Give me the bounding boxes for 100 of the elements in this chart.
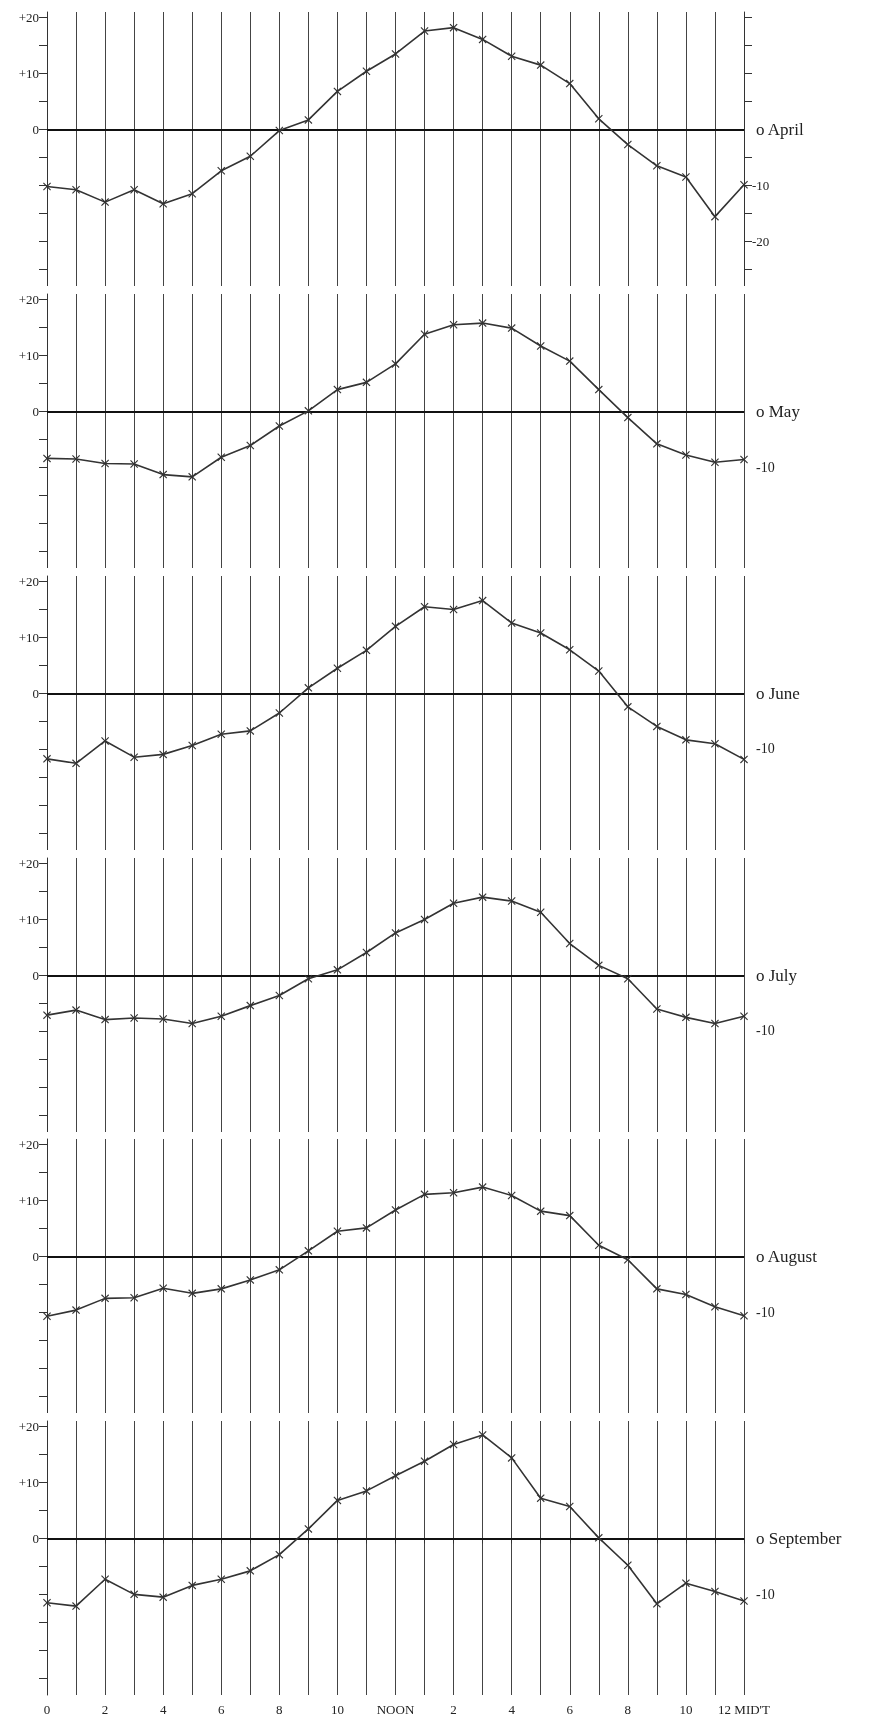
point — [478, 1183, 487, 1192]
point — [217, 166, 226, 175]
point — [188, 1289, 197, 1298]
point — [420, 330, 429, 339]
x-tick-label: 10 — [679, 1702, 693, 1718]
x-tick-label: 10 — [330, 1702, 344, 1718]
point — [217, 729, 226, 738]
point — [652, 161, 661, 170]
annotation: o April — [756, 119, 804, 139]
text: -10 — [756, 740, 775, 756]
point — [623, 1561, 632, 1570]
point — [623, 1256, 632, 1265]
point — [217, 1285, 226, 1294]
y-tick-label: +10 — [18, 911, 39, 927]
y-tick-label: +10 — [18, 1193, 39, 1209]
point — [652, 439, 661, 448]
point — [478, 318, 487, 327]
point — [246, 1276, 255, 1285]
point — [449, 23, 458, 32]
y-tick-label: +10 — [18, 66, 39, 82]
point — [478, 596, 487, 605]
x-tick-label: 12 MID'T — [718, 1702, 770, 1718]
y-tick-label: +10 — [18, 1475, 39, 1491]
x-tick-label: 2 — [450, 1702, 457, 1718]
point — [362, 1224, 371, 1233]
x-tick-label: 8 — [624, 1702, 632, 1718]
point — [565, 79, 574, 88]
point — [72, 758, 81, 767]
x-tick-label: 6 — [566, 1702, 574, 1718]
point — [623, 413, 632, 422]
x-tick-label: 6 — [218, 1702, 225, 1718]
point — [391, 359, 400, 368]
point — [304, 974, 313, 983]
point — [246, 1001, 255, 1010]
point — [740, 180, 748, 189]
y-tick-label: 0 — [32, 403, 39, 419]
point — [420, 602, 429, 611]
x-tick-label: 0 — [43, 1702, 51, 1718]
point — [130, 752, 139, 761]
annotation: o May — [756, 401, 801, 421]
point — [275, 1266, 284, 1275]
y-tick-label: +10 — [18, 347, 39, 363]
point — [101, 1015, 110, 1024]
point — [304, 1525, 313, 1534]
point — [362, 1487, 371, 1496]
y-tick-label: +20 — [18, 855, 39, 871]
y-tick-label: +20 — [18, 573, 39, 589]
point — [623, 974, 632, 983]
point — [507, 618, 516, 627]
point — [594, 1534, 603, 1543]
point — [710, 1019, 719, 1028]
point — [246, 726, 255, 735]
point — [304, 115, 313, 124]
x-tick-label: NOON — [376, 1702, 415, 1718]
y-tick-label: 0 — [32, 1531, 39, 1547]
point — [710, 1303, 719, 1312]
point — [246, 152, 255, 161]
point — [536, 907, 545, 916]
point — [333, 965, 342, 974]
point — [101, 459, 110, 468]
point — [594, 666, 603, 675]
y-tick-label: +20 — [18, 1419, 39, 1435]
point — [565, 939, 574, 948]
annotation: o September — [756, 1529, 842, 1549]
point — [130, 1294, 139, 1303]
point — [536, 341, 545, 350]
point — [188, 1581, 197, 1590]
point — [536, 61, 545, 70]
point — [43, 1598, 51, 1607]
point — [507, 1454, 516, 1463]
point — [449, 1189, 458, 1198]
point — [217, 1011, 226, 1020]
point — [623, 140, 632, 149]
y-tick-label: +20 — [18, 1137, 39, 1153]
point — [420, 27, 429, 36]
text: -10 — [756, 1022, 775, 1038]
point — [130, 1013, 139, 1022]
point — [652, 1285, 661, 1294]
point — [740, 1011, 748, 1020]
point — [507, 323, 516, 332]
point — [391, 49, 400, 58]
y-tick-label: +20 — [18, 10, 39, 26]
point — [275, 1550, 284, 1559]
point — [710, 212, 719, 221]
point — [565, 356, 574, 365]
x-tick-label: 2 — [101, 1702, 109, 1718]
x-tick-label: 4 — [159, 1702, 167, 1718]
point — [710, 739, 719, 748]
point — [536, 1494, 545, 1503]
point — [652, 722, 661, 731]
point — [217, 1575, 226, 1584]
point — [594, 1241, 603, 1250]
point — [478, 892, 487, 901]
point — [275, 421, 284, 430]
point — [275, 126, 284, 135]
point — [275, 991, 284, 1000]
point — [565, 645, 574, 654]
point — [740, 1312, 748, 1321]
point — [159, 1593, 168, 1602]
point — [681, 735, 690, 744]
